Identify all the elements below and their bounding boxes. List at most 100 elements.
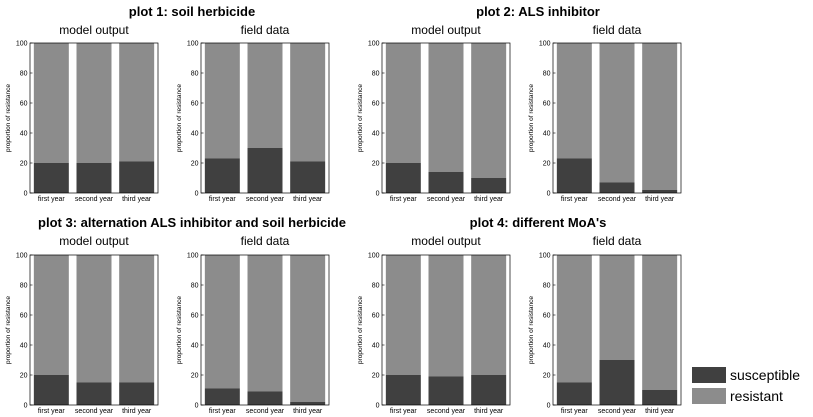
x-tick-label: third year xyxy=(645,408,675,415)
bar-resistant xyxy=(247,255,283,392)
y-tick-label: 100 xyxy=(16,253,28,260)
x-tick-label: second year xyxy=(598,196,637,203)
y-tick-label: 40 xyxy=(20,131,28,138)
y-tick-label: 0 xyxy=(376,191,380,198)
axes-frame xyxy=(381,254,511,406)
x-tick-label: second year xyxy=(246,196,285,203)
x-tick-label: first year xyxy=(209,196,237,203)
y-tick-label: 0 xyxy=(24,403,28,410)
bar-susceptible xyxy=(556,158,592,193)
legend-label-resistant: resistant xyxy=(730,388,783,404)
bar-resistant xyxy=(471,43,507,178)
x-tick-label: second year xyxy=(427,408,466,415)
bar-resistant xyxy=(428,255,464,377)
y-axis-label: proportion of resistance xyxy=(176,84,183,152)
x-tick-label: first year xyxy=(38,408,66,415)
bar-susceptible xyxy=(428,376,464,405)
y-tick-label: 20 xyxy=(543,373,551,380)
y-tick-label: 60 xyxy=(372,101,380,108)
y-tick-label: 20 xyxy=(191,161,199,168)
bar-resistant xyxy=(76,43,112,163)
x-tick-label: first year xyxy=(390,196,418,203)
bar-resistant xyxy=(290,255,326,402)
axes-frame xyxy=(200,254,330,406)
axes-frame xyxy=(552,254,682,406)
y-tick-label: 0 xyxy=(24,191,28,198)
y-axis-label: proportion of resistance xyxy=(176,296,183,364)
bar-susceptible xyxy=(385,375,421,405)
bar-susceptible xyxy=(33,375,69,405)
y-tick-label: 20 xyxy=(20,161,28,168)
y-tick-label: 100 xyxy=(16,41,28,48)
panel-subtitle: model output xyxy=(411,23,481,37)
x-tick-label: second year xyxy=(427,196,466,203)
x-tick-label: first year xyxy=(561,408,589,415)
panel-field-data: field data proportion of resistance 0 20 40 6… xyxy=(528,23,682,203)
bar-susceptible xyxy=(599,360,635,405)
bar-resistant xyxy=(599,255,635,360)
y-axis-label: proportion of resistance xyxy=(528,296,535,364)
y-tick-label: 40 xyxy=(191,343,199,350)
bar-resistant xyxy=(204,43,240,159)
y-tick-label: 40 xyxy=(372,343,380,350)
y-tick-label: 100 xyxy=(187,41,199,48)
y-tick-label: 80 xyxy=(191,71,199,78)
panel-subtitle: field data xyxy=(241,23,290,37)
bar-resistant xyxy=(642,255,678,390)
y-axis-label: proportion of resistance xyxy=(357,296,364,364)
legend-swatch-resistant xyxy=(692,388,726,404)
x-tick-label: third year xyxy=(474,196,504,203)
y-tick-label: 0 xyxy=(547,403,551,410)
bar-susceptible xyxy=(428,172,464,193)
bar-resistant xyxy=(33,43,69,163)
y-tick-label: 80 xyxy=(543,283,551,290)
bar-susceptible xyxy=(247,391,283,405)
bar-resistant xyxy=(290,43,326,162)
bar-resistant xyxy=(119,43,155,162)
y-tick-label: 40 xyxy=(372,131,380,138)
bar-susceptible xyxy=(119,382,155,405)
bar-susceptible xyxy=(599,182,635,193)
y-tick-label: 80 xyxy=(191,283,199,290)
y-tick-label: 0 xyxy=(376,403,380,410)
y-tick-label: 80 xyxy=(20,283,28,290)
x-tick-label: third year xyxy=(474,408,504,415)
y-tick-label: 60 xyxy=(20,313,28,320)
y-tick-label: 60 xyxy=(372,313,380,320)
y-axis-label: proportion of resistance xyxy=(5,296,12,364)
y-axis-label: proportion of resistance xyxy=(357,84,364,152)
plot-group-4: plot 4: different MoA's model output propo… xyxy=(357,215,682,415)
panel-subtitle: model output xyxy=(59,23,129,37)
bar-resistant xyxy=(119,255,155,383)
bar-resistant xyxy=(385,43,421,163)
y-tick-label: 0 xyxy=(195,403,199,410)
bar-susceptible xyxy=(290,161,326,193)
y-axis-label: proportion of resistance xyxy=(528,84,535,152)
bar-susceptible xyxy=(471,178,507,193)
y-tick-label: 80 xyxy=(372,71,380,78)
x-tick-label: third year xyxy=(293,196,323,203)
bar-resistant xyxy=(556,255,592,383)
x-tick-label: second year xyxy=(246,408,285,415)
panel-subtitle: field data xyxy=(241,234,290,248)
y-tick-label: 20 xyxy=(20,373,28,380)
bar-susceptible xyxy=(290,402,326,405)
y-tick-label: 20 xyxy=(372,161,380,168)
panel-subtitle: model output xyxy=(411,234,481,248)
y-tick-label: 80 xyxy=(20,71,28,78)
bar-susceptible xyxy=(76,382,112,405)
panel-field-data: field data proportion of resistance 0 20 40 6… xyxy=(176,234,330,415)
x-tick-label: second year xyxy=(75,408,114,415)
axes-frame xyxy=(29,254,159,406)
y-tick-label: 100 xyxy=(539,253,551,260)
x-tick-label: third year xyxy=(122,196,152,203)
bar-resistant xyxy=(556,43,592,159)
y-tick-label: 20 xyxy=(543,161,551,168)
axes-frame xyxy=(29,42,159,194)
bar-susceptible xyxy=(385,163,421,193)
panel-field-data: field data proportion of resistance 0 20 40 6… xyxy=(528,234,682,415)
bar-susceptible xyxy=(204,158,240,193)
y-tick-label: 100 xyxy=(187,253,199,260)
